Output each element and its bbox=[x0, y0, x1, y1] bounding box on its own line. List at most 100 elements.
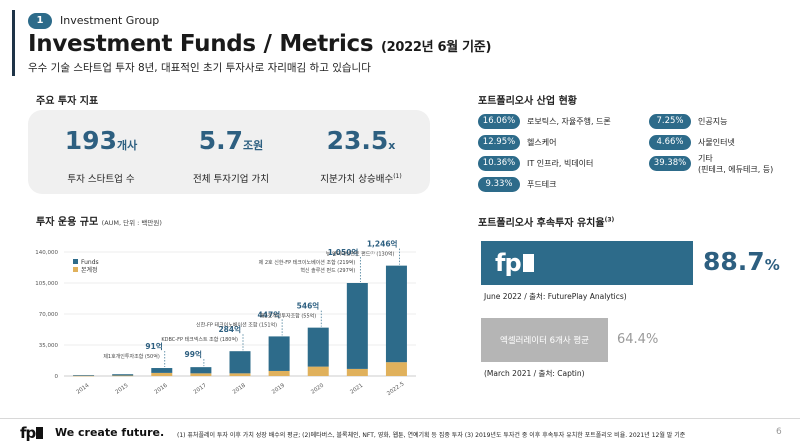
legend-swatch bbox=[73, 259, 78, 264]
followon-heading: 포트폴리오사 후속투자 유치율(3) bbox=[478, 216, 615, 229]
bar-segment bbox=[346, 283, 368, 369]
followon-fp-percent: 88.7% bbox=[703, 247, 780, 276]
footer-logo: fp bbox=[20, 425, 44, 441]
industry-pill: 4.66% bbox=[649, 135, 691, 150]
chart-heading-sub: (AUM, 단위 : 백만원) bbox=[101, 219, 162, 227]
chart-heading: 투자 운용 규모 (AUM, 단위 : 백만원) bbox=[36, 217, 162, 228]
section-label: Investment Group bbox=[60, 14, 160, 27]
page-number: 6 bbox=[776, 427, 782, 437]
followon-acc-source: (March 2021 / 출처: Captin) bbox=[484, 369, 585, 378]
industry-label: 헬스케어 bbox=[527, 138, 557, 147]
x-tick-label: 2020 bbox=[310, 382, 325, 395]
industry-label: IT 인프라, 빅데이터 bbox=[527, 159, 594, 168]
page-title: Investment Funds / Metrics (2022년 6월 기준) bbox=[28, 31, 491, 57]
legend-swatch bbox=[73, 267, 78, 272]
annotation-note: 제2호개인투자조합 (55억) bbox=[260, 313, 316, 320]
bar-segment bbox=[151, 372, 173, 376]
kpi-multiple: 23.5x 지분가치 상승배수(1) bbox=[294, 126, 428, 185]
followon-acc-percent: 64.4% bbox=[617, 332, 659, 347]
kpi-heading: 주요 투자 지표 bbox=[36, 96, 99, 107]
annotation-note: KDBC-FP 테크넥스트 조합 (180억) bbox=[161, 336, 238, 343]
industry-label: 푸드테크 bbox=[527, 180, 557, 189]
footer-divider bbox=[0, 418, 800, 419]
y-tick-label: 70,000 bbox=[39, 312, 59, 318]
footer-notes: (1) 퓨처플레이 투자 이후 가치 성장 배수의 평균; (2)메타버스, 블… bbox=[177, 432, 686, 439]
industry-label-detail: (핀테크, 에듀테크, 등) bbox=[698, 165, 774, 174]
footer-slogan: We create future. bbox=[55, 426, 165, 439]
bar-segment bbox=[73, 375, 95, 376]
y-tick-label: 140,000 bbox=[35, 250, 58, 256]
y-tick-label: 0 bbox=[55, 374, 59, 380]
bar-segment bbox=[190, 367, 212, 374]
industry-pill: 16.06% bbox=[478, 114, 520, 129]
annotation-note: 혁신 솔루션 펀드 (297억) bbox=[300, 267, 355, 274]
annotation-total: 284억 bbox=[218, 324, 241, 334]
bar-segment bbox=[229, 373, 251, 376]
x-tick-label: 2018 bbox=[232, 382, 247, 395]
industry-label: 로보틱스, 자율주행, 드론 bbox=[527, 117, 611, 126]
bar-segment bbox=[73, 375, 95, 377]
bar-segment bbox=[385, 265, 407, 363]
followon-bar-futureplay bbox=[481, 241, 693, 285]
x-tick-label: 2019 bbox=[271, 382, 286, 395]
x-tick-label: 2015 bbox=[115, 382, 130, 395]
bar-segment bbox=[385, 362, 407, 376]
annotation-total: 91억 bbox=[145, 341, 162, 351]
y-tick-label: 35,000 bbox=[39, 343, 59, 349]
bar-segment bbox=[229, 351, 251, 374]
annotation-total: 1,246억 bbox=[367, 239, 398, 249]
x-tick-label: 2022.5 bbox=[386, 381, 406, 397]
industry-pill: 10.36% bbox=[478, 156, 520, 171]
x-tick-label: 2021 bbox=[349, 383, 364, 396]
industry-label: 사물인터넷 bbox=[698, 138, 735, 147]
kpi-value: 23.5x bbox=[326, 126, 396, 155]
legend-label: Funds bbox=[81, 259, 99, 266]
kpi-label: 지분가치 상승배수(1) bbox=[320, 172, 402, 185]
section-number-badge: 1 bbox=[28, 13, 52, 29]
legend-label: 본계정 bbox=[81, 266, 98, 274]
followon-bar-accelerators bbox=[481, 318, 608, 362]
kpi-panel bbox=[28, 110, 430, 194]
annotation-note: 제 2호 신한-FP 테크이노베이션 조합 (219억) bbox=[259, 259, 356, 266]
industry-label: 기타 (핀테크, 에듀테크, 등) bbox=[698, 154, 774, 174]
x-tick-label: 2017 bbox=[193, 382, 208, 395]
industry-pill: 9.33% bbox=[478, 177, 520, 192]
bar-segment bbox=[268, 336, 290, 371]
annotation-total: 99억 bbox=[185, 349, 202, 359]
bar-segment bbox=[346, 368, 368, 376]
kpi-label: 투자 스타트업 수 bbox=[67, 174, 135, 185]
kpi-value: 193개사 bbox=[64, 126, 138, 155]
page-title-date: (2022년 6월 기준) bbox=[380, 40, 492, 55]
bar-segment bbox=[112, 375, 134, 377]
annotation-note: 제1호개인투자조합 (50억) bbox=[103, 353, 159, 360]
annotation-total: 447억 bbox=[258, 309, 281, 319]
futureplay-logo: fp bbox=[495, 249, 534, 277]
followon-fp-source: June 2022 / 출처: FuturePlay Analytics) bbox=[484, 292, 627, 301]
annotation-note: 뉴 엔터테인먼트 펀드⁽²⁾ (130억) bbox=[326, 251, 395, 258]
x-tick-label: 2014 bbox=[76, 382, 91, 395]
followon-acc-label: 엑셀러레이터 6개사 평균 bbox=[499, 336, 589, 346]
page-title-text: Investment Funds / Metrics bbox=[28, 31, 374, 57]
annotation-total: 546억 bbox=[297, 301, 320, 311]
page-subtitle: 우수 기술 스타트업 투자 8년, 대표적인 초기 투자사로 자리매김 하고 있… bbox=[28, 62, 371, 74]
bar-segment bbox=[190, 373, 212, 376]
kpi-startups: 193개사 투자 스타트업 수 bbox=[34, 126, 168, 185]
industry-label: 인공지능 bbox=[698, 117, 728, 126]
kpi-value: 5.7조원 bbox=[198, 126, 264, 155]
bar-segment bbox=[307, 327, 329, 367]
kpi-label: 전체 투자기업 가치 bbox=[193, 174, 269, 185]
bar-segment bbox=[112, 374, 134, 376]
header-accent-bar bbox=[12, 10, 15, 76]
bar-segment bbox=[307, 366, 329, 376]
industry-heading: 포트폴리오사 산업 현황 bbox=[478, 96, 577, 107]
x-tick-label: 2016 bbox=[154, 382, 169, 395]
y-tick-label: 105,000 bbox=[35, 281, 58, 287]
bar-segment bbox=[268, 370, 290, 376]
kpi-portfolio-value: 5.7조원 전체 투자기업 가치 bbox=[164, 126, 298, 185]
industry-pill: 12.95% bbox=[478, 135, 520, 150]
annotation-note: 신한-FP 테크이노베이션 조합 (151억) bbox=[196, 321, 277, 328]
industry-pill: 39.38% bbox=[649, 156, 691, 171]
industry-pill: 7.25% bbox=[649, 114, 691, 129]
bar-segment bbox=[151, 368, 173, 373]
